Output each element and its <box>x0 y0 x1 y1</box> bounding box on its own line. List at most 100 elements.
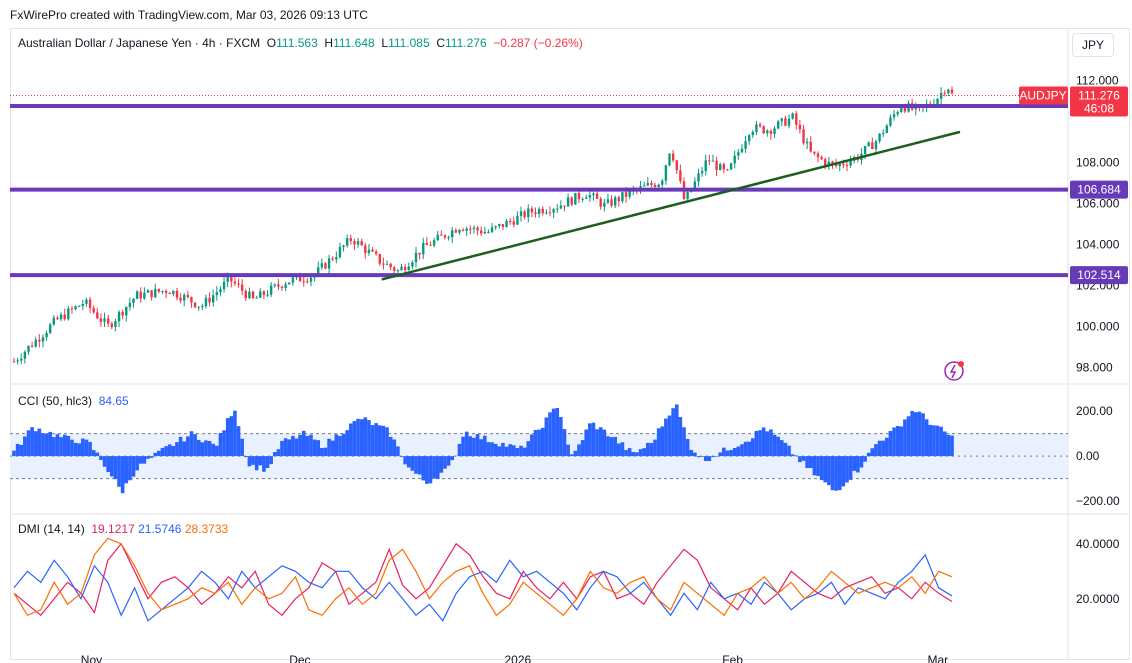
candle-body <box>374 251 378 255</box>
trendline <box>381 130 961 281</box>
time-axis-label: Mar <box>928 653 949 663</box>
candle-body <box>132 298 135 303</box>
cci-bar <box>421 456 426 481</box>
currency-selector[interactable]: JPY <box>1072 33 1114 57</box>
cci-bar <box>801 456 806 461</box>
cci-bar <box>747 441 751 457</box>
candle-body <box>172 290 175 294</box>
cci-bar <box>160 447 165 457</box>
candle-body <box>255 297 258 299</box>
candle-body <box>23 351 27 359</box>
time-axis-label: Feb <box>722 653 743 663</box>
candle-body <box>331 258 334 260</box>
cci-bar <box>848 456 853 480</box>
cci-bar <box>367 420 371 457</box>
cci-bar <box>798 456 802 463</box>
candle-body <box>820 157 823 160</box>
cci-bar <box>186 436 190 457</box>
cci-bar <box>573 450 578 457</box>
cci-bar <box>856 456 860 473</box>
candle-body <box>548 212 552 214</box>
cci-bar <box>225 418 230 457</box>
cci-bar <box>385 427 389 457</box>
candle-body <box>755 124 758 132</box>
cci-bar <box>106 456 110 473</box>
candle-body <box>41 337 45 342</box>
candle-body <box>719 164 722 171</box>
candle-body <box>585 197 588 199</box>
cci-bar <box>562 429 567 457</box>
cci-bar <box>41 433 45 457</box>
cci-bar <box>635 452 639 457</box>
cci-bar <box>272 452 277 457</box>
dmi-line-di <box>13 542 953 617</box>
candle-body <box>523 211 526 218</box>
candle-body <box>197 306 200 308</box>
cci-bar <box>301 430 306 457</box>
candle-body <box>280 286 284 289</box>
cci-bar <box>656 428 661 457</box>
cci-bar <box>595 429 599 457</box>
candle-body <box>842 163 845 166</box>
time-axis-label: 2026 <box>504 653 531 663</box>
cci-bar <box>204 440 208 457</box>
cci-bar <box>845 456 849 483</box>
candle-body <box>201 306 204 308</box>
candle-body <box>610 199 613 206</box>
cci-bar <box>555 407 560 457</box>
cci-bar <box>352 421 357 457</box>
candle-body <box>193 302 197 308</box>
cci-bar <box>714 456 719 457</box>
candle-body <box>117 311 121 322</box>
cci-bar <box>276 449 281 457</box>
candle-body <box>508 220 512 222</box>
candle-body <box>20 358 23 361</box>
candle-body <box>429 245 432 247</box>
cci-bar <box>189 431 194 457</box>
candle-body <box>106 318 110 324</box>
candle-body <box>38 339 41 342</box>
cci-bar <box>338 435 342 457</box>
cci-bar <box>196 439 201 457</box>
candle-body <box>889 117 892 126</box>
candle-body <box>773 128 776 134</box>
cci-bar <box>758 430 762 457</box>
candle-body <box>77 305 81 307</box>
candle-body <box>776 121 780 129</box>
candle-body <box>939 92 943 99</box>
cci-bar <box>287 439 292 457</box>
candle-body <box>947 89 950 94</box>
cci-bar <box>258 456 263 466</box>
candle-body <box>733 155 736 164</box>
candle-body <box>59 314 63 320</box>
candle-body <box>425 242 429 246</box>
cci-bar <box>254 456 259 471</box>
di-plus-value: 19.1217 <box>91 522 135 536</box>
cci-bar <box>584 429 589 457</box>
cci-bar <box>66 435 71 457</box>
cci-bar <box>486 442 491 457</box>
candle-body <box>454 230 458 233</box>
cci-bar <box>316 440 321 457</box>
cci-bar <box>461 436 465 457</box>
level-tag <box>1070 180 1128 199</box>
candle-body <box>92 308 95 313</box>
cci-bar <box>551 408 556 457</box>
cci-bar <box>81 438 85 457</box>
candle-body <box>595 193 599 199</box>
cci-bar <box>736 446 741 457</box>
cci-bar <box>537 429 541 457</box>
candle-body <box>12 361 16 363</box>
candle-body <box>139 291 142 299</box>
cci-bar <box>327 438 331 457</box>
candle-body <box>693 181 697 190</box>
cci-bar <box>667 415 672 457</box>
cci-bar <box>128 456 132 481</box>
candle-body <box>432 240 436 246</box>
cci-bar <box>37 428 42 457</box>
cci-bar <box>805 456 809 469</box>
candle-body <box>751 131 755 136</box>
price-tick-label: 112.000 <box>1076 74 1119 88</box>
candle-body <box>338 247 342 258</box>
